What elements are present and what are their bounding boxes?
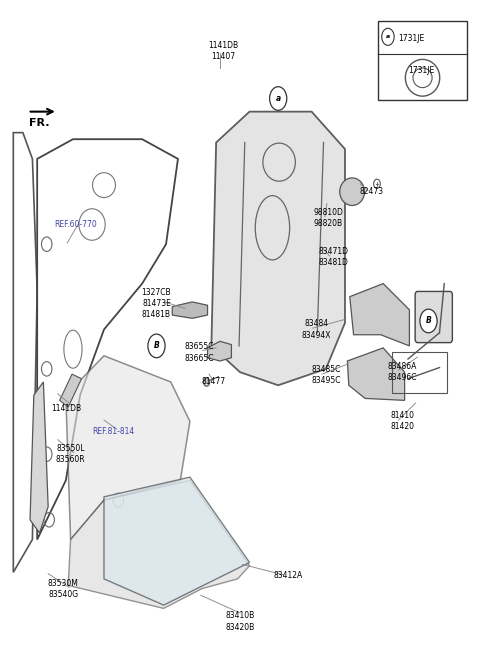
Text: REF.60-770: REF.60-770 <box>54 220 97 229</box>
Polygon shape <box>66 356 190 540</box>
Text: 82473: 82473 <box>359 187 384 196</box>
Text: 83486A
83496C: 83486A 83496C <box>387 362 417 382</box>
Text: 98810D
98820B: 98810D 98820B <box>313 208 343 228</box>
Polygon shape <box>350 283 409 346</box>
Text: 81410
81420: 81410 81420 <box>390 411 414 432</box>
Circle shape <box>270 87 287 110</box>
Polygon shape <box>68 480 250 608</box>
Ellipse shape <box>340 178 364 206</box>
Circle shape <box>148 334 165 358</box>
Circle shape <box>420 309 437 333</box>
Circle shape <box>382 28 394 45</box>
Polygon shape <box>172 302 207 318</box>
Polygon shape <box>30 382 48 533</box>
Polygon shape <box>211 111 345 386</box>
Text: B: B <box>426 316 432 326</box>
Text: B: B <box>154 341 159 351</box>
Text: FR.: FR. <box>29 118 49 129</box>
Text: 1141DB
11407: 1141DB 11407 <box>208 41 239 61</box>
FancyBboxPatch shape <box>415 291 452 343</box>
Text: 83530M
83540G: 83530M 83540G <box>48 579 79 599</box>
Text: REF.81-814: REF.81-814 <box>93 427 135 436</box>
Text: a: a <box>386 34 390 40</box>
Polygon shape <box>60 374 82 407</box>
Text: 1731JE: 1731JE <box>398 34 425 43</box>
Ellipse shape <box>204 378 210 386</box>
Text: 83550L
83560R: 83550L 83560R <box>56 444 85 464</box>
Text: a: a <box>276 94 281 103</box>
Text: 83471D
83481D: 83471D 83481D <box>318 247 348 268</box>
Text: 83412A: 83412A <box>273 571 302 580</box>
Text: 83410B
83420B: 83410B 83420B <box>226 612 254 631</box>
Text: 83484
83494X: 83484 83494X <box>301 320 331 339</box>
Text: 81477: 81477 <box>202 378 226 386</box>
Text: 1141DB: 1141DB <box>51 404 81 413</box>
Text: 1327CB
81473E
81481B: 1327CB 81473E 81481B <box>142 287 171 319</box>
Text: 83485C
83495C: 83485C 83495C <box>311 365 341 386</box>
Polygon shape <box>207 341 231 361</box>
Text: 83655C
83665C: 83655C 83665C <box>185 343 214 362</box>
Text: 1731JE: 1731JE <box>408 66 434 74</box>
Polygon shape <box>104 477 250 605</box>
Polygon shape <box>348 348 405 401</box>
